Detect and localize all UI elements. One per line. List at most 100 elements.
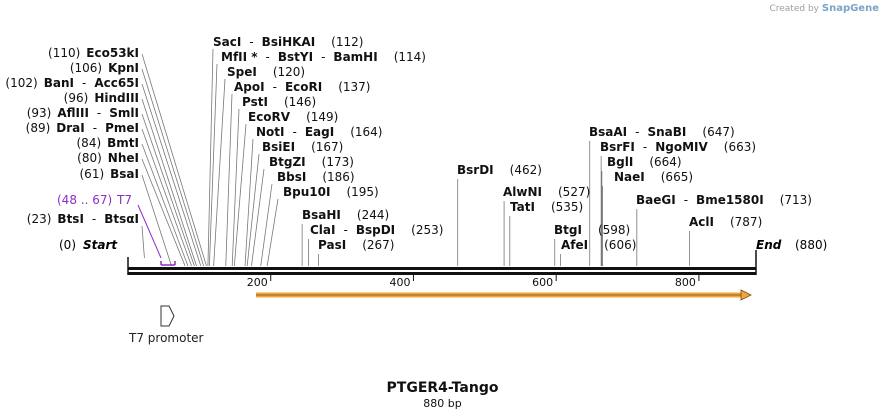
site-name[interactable]: BtsI — [57, 212, 84, 226]
site-name[interactable]: NotI — [256, 125, 285, 139]
site-label-hindiii[interactable]: HindIII (96) — [64, 91, 139, 105]
site-label-apoi[interactable]: ApoI - EcoRI (137) — [234, 80, 370, 94]
site-position: (535) — [551, 200, 583, 214]
site-name[interactable]: BsaAI — [589, 125, 627, 139]
site-name[interactable]: SpeI — [227, 65, 257, 79]
site-name[interactable]: BsaHI — [302, 208, 341, 222]
site-label-afei[interactable]: AfeI (606) — [561, 238, 636, 252]
site-label-drai[interactable]: PmeI-DraI (89) — [26, 121, 139, 135]
site-separator: - — [93, 121, 97, 135]
site-name[interactable]: NgoMIV — [655, 140, 708, 154]
site-name[interactable]: SacI — [213, 35, 241, 49]
site-name[interactable]: EcoRI — [285, 80, 322, 94]
site-label-bsahi[interactable]: BsaHI (244) — [302, 208, 389, 222]
site-name[interactable]: PasI — [318, 238, 346, 252]
site-label-spei[interactable]: SpeI (120) — [227, 65, 305, 79]
t7-promoter-arrow[interactable] — [160, 305, 175, 327]
site-name[interactable]: PstI — [242, 95, 268, 109]
site-name[interactable]: BmtI — [107, 136, 139, 150]
site-label-pasi[interactable]: PasI (267) — [318, 238, 394, 252]
site-position: (110) — [48, 46, 80, 60]
site-position: (663) — [724, 140, 756, 154]
site-label-mfii[interactable]: MfII * - BstYI - BamHI (114) — [221, 50, 426, 64]
site-name[interactable]: HindIII — [94, 91, 139, 105]
site-line-bani — [141, 83, 202, 267]
site-label-clai[interactable]: ClaI - BspDI (253) — [310, 223, 443, 237]
axis-ticks: 200 400 600 800 — [247, 275, 700, 289]
site-name[interactable]: Bpu10I — [283, 185, 330, 199]
site-label-psti[interactable]: PstI (146) — [242, 95, 316, 109]
site-name[interactable]: Bme1580I — [696, 193, 764, 207]
site-label-bmti[interactable]: BmtI (84) — [77, 136, 140, 150]
site-name[interactable]: EcoRV — [248, 110, 291, 124]
site-name[interactable]: PmeI — [105, 121, 139, 135]
site-label-kpni[interactable]: KpnI (106) — [70, 61, 139, 75]
backbone-strand-top — [128, 267, 756, 270]
site-name[interactable]: Eco53kI — [86, 46, 139, 60]
site-label-bsai[interactable]: BsaI (61) — [80, 167, 140, 181]
site-name[interactable]: BsrDI — [457, 163, 494, 177]
site-name[interactable]: BglI — [607, 155, 633, 169]
site-name[interactable]: DraI — [56, 121, 84, 135]
site-label-noti[interactable]: NotI - EagI (164) — [256, 125, 382, 139]
site-label-saci[interactable]: SacI - BsiHKAI (112) — [213, 35, 363, 49]
site-label-alwni[interactable]: AlwNI (527) — [503, 185, 590, 199]
site-name[interactable]: SnaBI — [647, 125, 686, 139]
site-label-nhei[interactable]: NheI (80) — [77, 151, 139, 165]
site-position: (80) — [77, 151, 102, 165]
site-name[interactable]: TatI — [510, 200, 535, 214]
site-name[interactable]: AfeI — [561, 238, 588, 252]
site-label-bsrfi[interactable]: BsrFI - NgoMIV (663) — [600, 140, 756, 154]
site-name[interactable]: BsrFI — [600, 140, 635, 154]
site-label-bbsi[interactable]: BbsI (186) — [277, 170, 355, 184]
site-name[interactable]: KpnI — [108, 61, 139, 75]
site-name[interactable]: SmlI — [109, 106, 139, 120]
site-label-tati[interactable]: TatI (535) — [510, 200, 583, 214]
site-label-bani[interactable]: Acc65I-BanI (102) — [5, 76, 139, 90]
site-name[interactable]: BanI — [44, 76, 74, 90]
site-label-bpu10i[interactable]: Bpu10I (195) — [283, 185, 379, 199]
site-name[interactable]: NaeI — [614, 170, 645, 184]
site-name[interactable]: AflIII — [57, 106, 89, 120]
site-label-bsrdi[interactable]: BsrDI (462) — [457, 163, 542, 177]
site-name[interactable]: ApoI — [234, 80, 265, 94]
site-label-bsaai[interactable]: BsaAI - SnaBI (647) — [589, 125, 735, 139]
site-name[interactable]: NheI — [108, 151, 139, 165]
site-name[interactable]: BtgZI — [269, 155, 306, 169]
site-position: (93) — [27, 106, 52, 120]
site-label-eco53ki[interactable]: Eco53kI (110) — [48, 46, 139, 60]
site-position: (61) — [80, 167, 105, 181]
t7-primer-mark[interactable] — [160, 261, 176, 266]
site-label-bgli[interactable]: BglI (664) — [607, 155, 682, 169]
site-name[interactable]: BsiHKAI — [262, 35, 316, 49]
site-label-baegi[interactable]: BaeGI - Bme1580I (713) — [636, 193, 812, 207]
site-name[interactable]: Acc65I — [94, 76, 139, 90]
site-name[interactable]: BsaI — [110, 167, 139, 181]
site-label-btsi[interactable]: BtsαI-BtsI (23) — [27, 212, 139, 226]
site-line-nhei — [141, 158, 186, 267]
site-label-bsiei[interactable]: BsiEI (167) — [262, 140, 343, 154]
site-labels: BtsαI-BtsI(23) BsaI (61)NheI (80)BmtI(84)Pm… — [5, 35, 812, 252]
site-name[interactable]: BtgI — [554, 223, 582, 237]
site-name[interactable]: EagI — [305, 125, 334, 139]
site-name[interactable]: MfII * — [221, 50, 258, 64]
site-name[interactable]: BspDI — [356, 223, 395, 237]
site-position: (137) — [338, 80, 370, 94]
site-name[interactable]: BaeGI — [636, 193, 676, 207]
site-name[interactable]: BstYI — [278, 50, 313, 64]
site-name[interactable]: AclI — [689, 215, 714, 229]
site-label-naei[interactable]: NaeI (665) — [614, 170, 693, 184]
site-name[interactable]: BsiEI — [262, 140, 295, 154]
site-label-btgzi[interactable]: BtgZI (173) — [269, 155, 354, 169]
site-label-afliii[interactable]: SmlI-AflIII (93) — [27, 106, 139, 120]
site-name[interactable]: BamHI — [333, 50, 377, 64]
site-label-btgi[interactable]: BtgI (598) — [554, 223, 630, 237]
created-by-text: Created by — [769, 4, 819, 14]
site-name[interactable]: AlwNI — [503, 185, 542, 199]
feature-arrow-head[interactable] — [740, 289, 752, 301]
site-name[interactable]: BtsαI — [104, 212, 139, 226]
site-name[interactable]: ClaI — [310, 223, 335, 237]
site-label-ecorv[interactable]: EcoRV (149) — [248, 110, 338, 124]
site-name[interactable]: BbsI — [277, 170, 306, 184]
site-label-acli[interactable]: AclI (787) — [689, 215, 762, 229]
